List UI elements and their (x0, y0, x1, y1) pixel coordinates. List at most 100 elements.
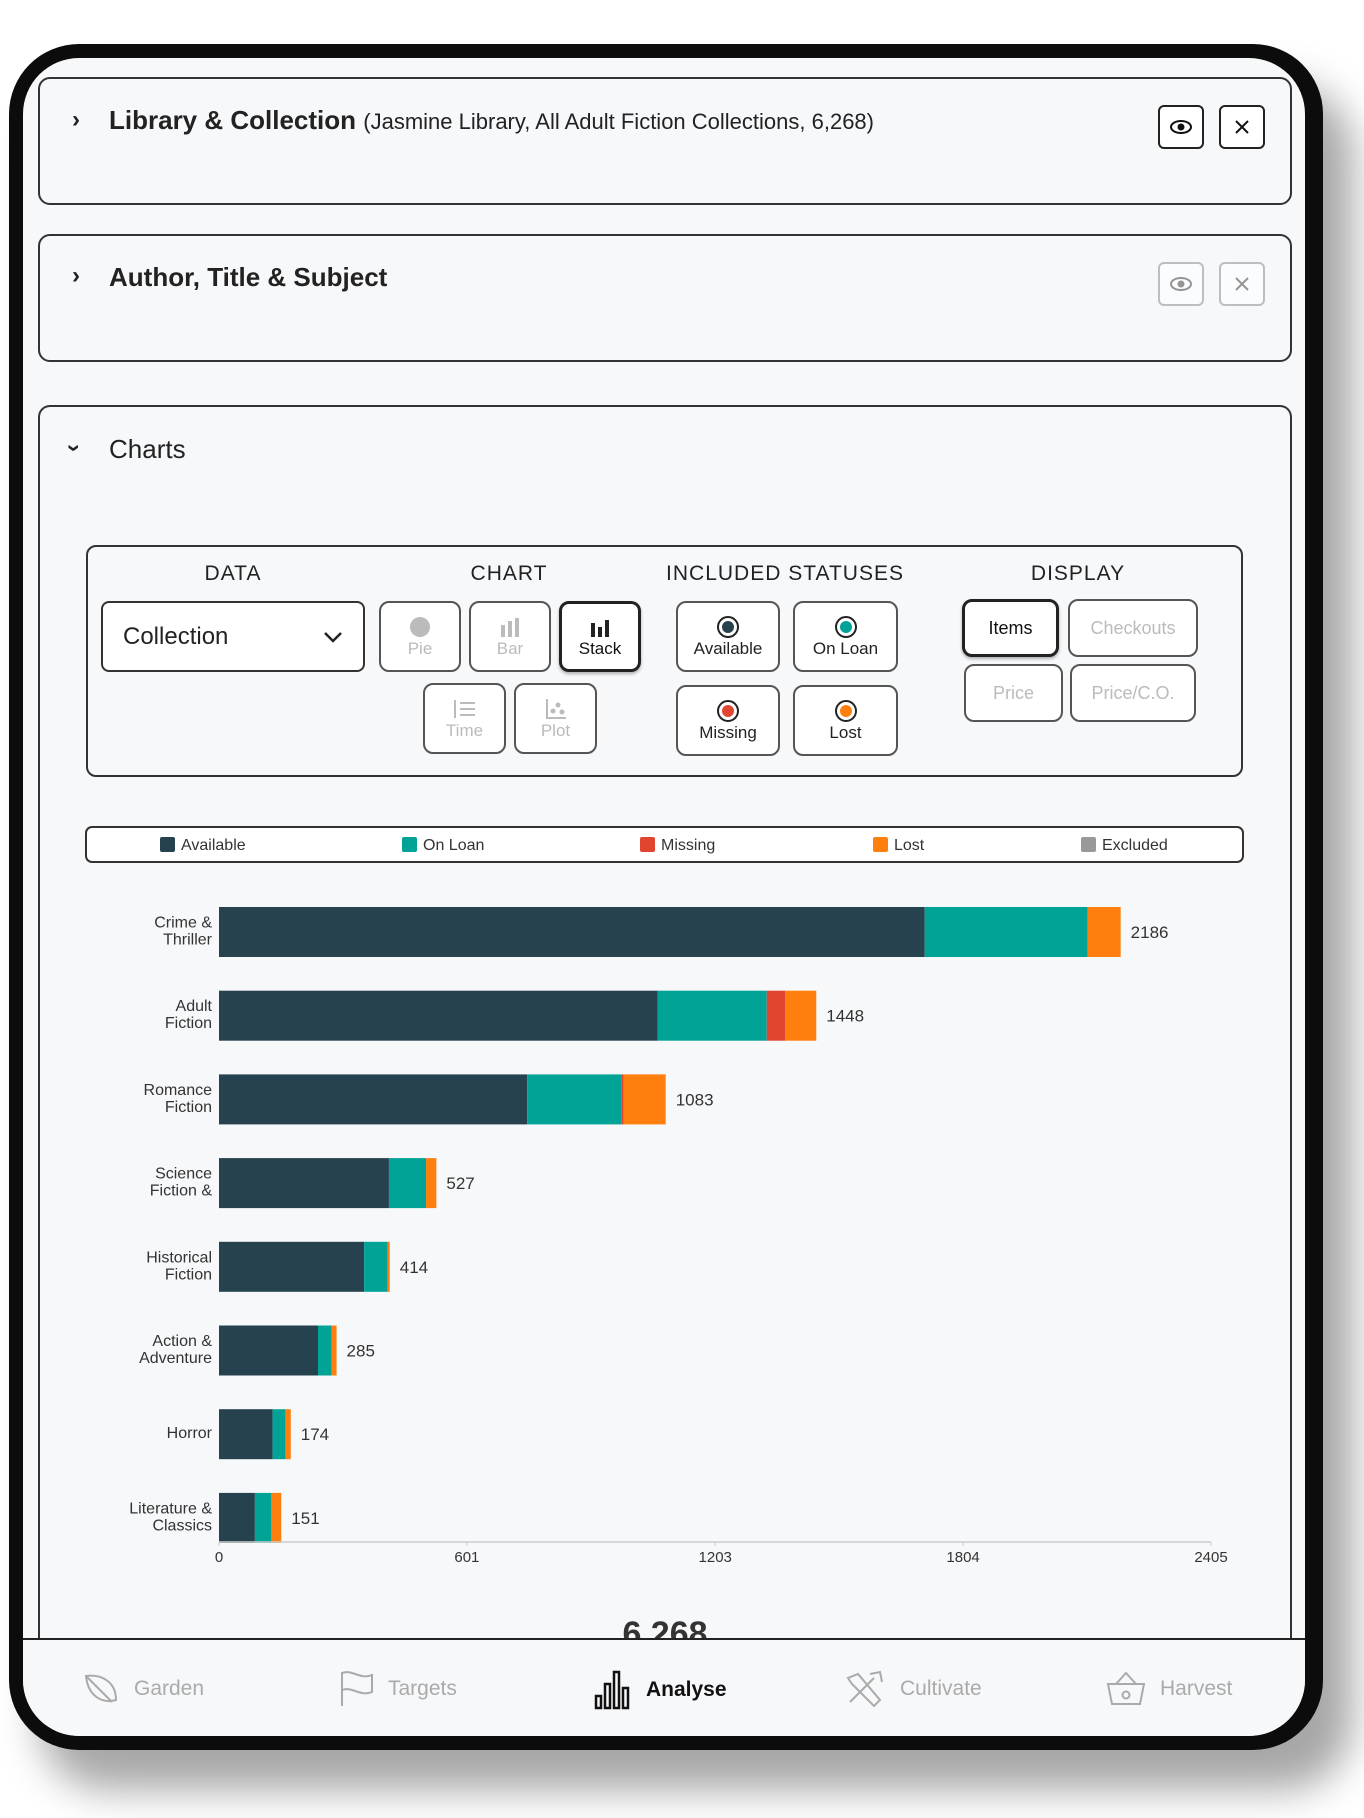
title: Library & Collection (109, 105, 357, 135)
legend-swatch (402, 837, 417, 852)
y-tick-label: Action & Adventure (139, 1333, 212, 1367)
y-tick-label: Adult Fiction (165, 998, 213, 1032)
status-button[interactable]: Lost (793, 685, 898, 756)
total-label: 527 (446, 1174, 474, 1193)
status-button[interactable]: On Loan (793, 601, 898, 672)
legend-box (85, 826, 1244, 863)
status-button[interactable]: Missing (676, 685, 780, 756)
panel (38, 234, 1292, 362)
control-label: CHART (470, 562, 548, 585)
chart: Available On Loan Missing Lost Excluded Crime… (85, 826, 1244, 1638)
x-tick-label: 601 (454, 1549, 479, 1566)
bar-segment (364, 1241, 388, 1292)
chart-button[interactable]: Bar (469, 601, 551, 672)
nav-label: Targets (388, 1677, 457, 1700)
nav-label: Harvest (1160, 1677, 1233, 1700)
display-button[interactable]: Items (962, 599, 1059, 657)
nav-item[interactable]: Cultivate (844, 1670, 982, 1708)
legend-label: Available (181, 837, 246, 854)
chart-button[interactable]: Plot (514, 683, 597, 754)
nav-item[interactable]: Targets (338, 1670, 457, 1708)
total-label: 1448 (826, 1007, 864, 1026)
display-button[interactable]: Price (964, 664, 1063, 722)
x-tick-label: 1804 (946, 1549, 979, 1566)
button-label: Missing (699, 722, 757, 742)
chart-button[interactable]: Pie (379, 601, 461, 672)
panel-title[interactable]: Charts (109, 434, 186, 464)
total-label: 285 (347, 1342, 375, 1361)
total-label: 2186 (1131, 923, 1169, 942)
chart-button[interactable]: Time (423, 683, 506, 754)
legend-label: On Loan (423, 837, 484, 854)
button-label: Pie (407, 638, 433, 658)
y-tick-label: Science Fiction & (150, 1166, 213, 1200)
button-label: Available (693, 638, 763, 658)
chevron[interactable]: › (61, 444, 88, 452)
chevron[interactable]: › (72, 106, 80, 133)
nav-item[interactable]: Analyse (594, 1670, 727, 1710)
x-tick-label: 1203 (699, 1549, 732, 1566)
bar-segment (219, 1325, 318, 1376)
legend-swatch (640, 837, 655, 852)
legend-label: Lost (894, 837, 925, 854)
display-button[interactable]: Checkouts (1068, 599, 1198, 657)
panel-title[interactable]: Author, Title & Subject (109, 262, 388, 292)
bar-segment (219, 990, 658, 1041)
legend-swatch (873, 837, 888, 852)
bar-segment (219, 1492, 255, 1543)
nav-item[interactable]: Garden (82, 1670, 204, 1708)
chevron[interactable]: › (72, 262, 80, 289)
display-button[interactable]: Price/C.O. (1070, 664, 1196, 722)
bar-segment (387, 1241, 390, 1292)
y-tick-label: Historical Fiction (146, 1249, 212, 1283)
bar-segment (272, 1409, 286, 1460)
panel-title[interactable]: Library & Collection (Jasmine Library, A… (109, 105, 874, 136)
button-label: On Loan (812, 638, 879, 658)
eye-button[interactable] (1158, 105, 1204, 149)
nav-item[interactable]: Harvest (1106, 1670, 1232, 1708)
bar-segment (657, 990, 767, 1041)
y-tick-label: Horror (167, 1425, 213, 1442)
button-label: Stack (578, 638, 622, 658)
bar-segment (527, 1074, 622, 1125)
bar-segment (219, 907, 925, 957)
bar-segment (219, 1409, 273, 1460)
bar-segment (426, 1158, 437, 1209)
y-tick-label: Crime & Thriller (154, 915, 212, 949)
bar-segment (766, 990, 786, 1041)
bar-segment (317, 1325, 332, 1376)
button-label: Plot (540, 720, 571, 740)
nav-bar (23, 1638, 1305, 1736)
nav-label: Garden (134, 1677, 205, 1700)
bar-segment (924, 907, 1088, 957)
bar-segment (785, 990, 817, 1041)
button-label: Time (445, 720, 484, 740)
bar-segment (623, 1074, 666, 1125)
total-label: 414 (400, 1258, 428, 1277)
nav-label: Analyse (646, 1678, 727, 1701)
select[interactable]: Collection (101, 601, 365, 672)
eye-button[interactable] (1158, 262, 1204, 306)
close-button[interactable] (1219, 105, 1265, 149)
bar-segment (331, 1325, 337, 1376)
bar-segment (1087, 907, 1121, 957)
bar-segment (271, 1492, 282, 1543)
button-label: Lost (829, 722, 862, 742)
legend-swatch (1081, 837, 1096, 852)
controls-box (86, 545, 1243, 777)
bar-segment (388, 1158, 427, 1209)
total-label: 174 (301, 1425, 329, 1444)
bar-segment (219, 1158, 389, 1209)
status-button[interactable]: Available (676, 601, 780, 672)
close-button[interactable] (1219, 262, 1265, 306)
legend-label: Excluded (1102, 837, 1168, 854)
control-label: DATA (204, 562, 262, 585)
y-tick-label: Literature & Classics (129, 1500, 212, 1534)
control-label: INCLUDED STATUSES (666, 562, 904, 585)
bar-segment (621, 1074, 624, 1125)
detail: (Jasmine Library, All Adult Fiction Coll… (363, 109, 874, 134)
total-label: 1083 (676, 1090, 714, 1109)
y-tick-label: Romance Fiction (144, 1082, 213, 1116)
chart-button[interactable]: Stack (559, 601, 641, 672)
